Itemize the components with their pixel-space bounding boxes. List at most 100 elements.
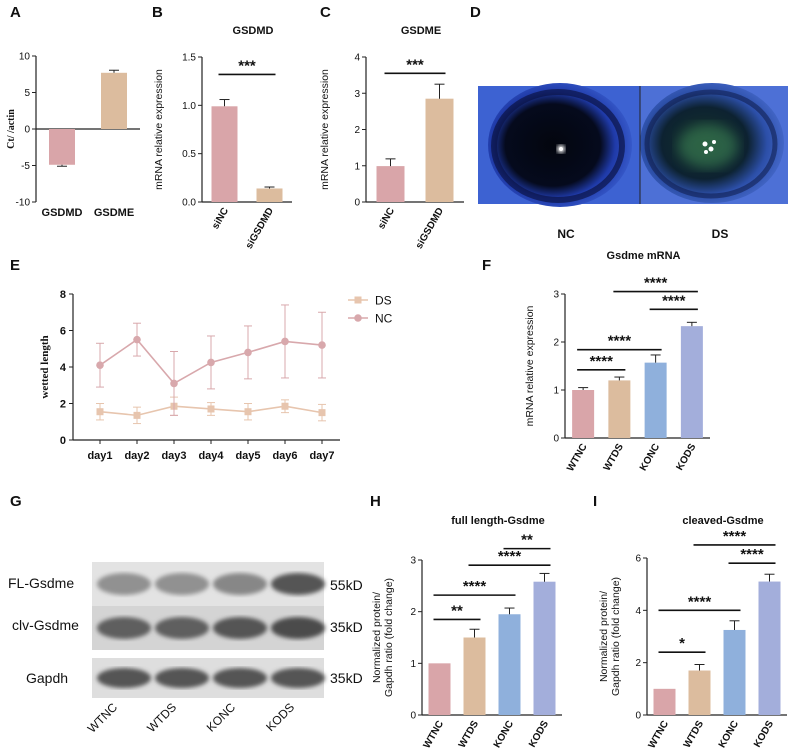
panel-label-e: E: [10, 257, 20, 274]
blot-lane-konc: KONC: [204, 700, 239, 735]
chart-b-y-label: mRNA relative expression: [153, 69, 165, 190]
panel-g-western-blot: FL-Gsdme clv-Gsdme Gapdh 55kD 35kD 35kD …: [8, 562, 363, 736]
chart-e-series-ds-point-0: [96, 408, 104, 416]
chart-b: GSDMD 0.0 0.5 1.0 1.5 mRNA relative expressio…: [153, 25, 292, 251]
chart-c-bar-0: [376, 166, 405, 202]
chart-a-category-0: GSDMD: [42, 207, 83, 219]
chart-i-sig-label-3: ****: [723, 528, 747, 545]
chart-f-bar-0: [572, 390, 595, 438]
panel-label-b: B: [152, 4, 163, 21]
blot-band-row0-lane1: [155, 573, 209, 595]
chart-e-x-tick-label-3: day4: [198, 450, 224, 462]
blot-band-row2-lane1: [155, 668, 209, 688]
chart-c-y-tick-label-1: 1: [354, 161, 360, 172]
chart-e-x-tick-label-1: day2: [124, 450, 149, 462]
blot-band-row0-lane3: [271, 573, 325, 595]
chart-e-series-ds-legend-label: DS: [375, 294, 392, 308]
blot-band-row1-lane3: [271, 617, 325, 639]
panel-d-images: NC DS: [478, 83, 788, 241]
chart-h-category-2: KONC: [492, 719, 516, 748]
chart-i-category-0: WTNC: [647, 719, 672, 748]
chart-f-y-tick-label-2: 2: [553, 338, 559, 349]
chart-e-series-nc-point-3: [207, 358, 215, 367]
chart-e-series-nc-point-0: [96, 361, 104, 369]
blot-band-row2-lane3: [271, 668, 325, 688]
chart-i-y-tick-label-1: 2: [635, 658, 641, 669]
chart-e-series-ds-point-5: [281, 402, 289, 410]
chart-e-x-tick-label-4: day5: [235, 450, 260, 462]
blot-band-row1-lane1: [155, 617, 209, 639]
chart-h-y-label-0: Normalized protein/: [371, 592, 383, 683]
blot-band-row2-lane0: [97, 668, 151, 688]
chart-i-bar-3: [758, 581, 781, 715]
chart-b-y-tick-label-3: 1.5: [182, 53, 196, 64]
eye-image-nc-reflex-core: [559, 147, 563, 151]
chart-i-bar-1: [688, 670, 711, 715]
chart-b-title: GSDMD: [233, 25, 274, 37]
blot-size-clv: 35kD: [330, 619, 363, 635]
chart-f-bar-1: [608, 380, 631, 438]
chart-i-title: cleaved-Gsdme: [682, 515, 763, 527]
blot-size-gapdh: 35kD: [330, 670, 363, 686]
chart-h-y-tick-label-0: 0: [410, 711, 416, 722]
blot-band-row2-lane2: [213, 668, 267, 688]
chart-f-y-label: mRNA relative expression: [524, 305, 536, 426]
chart-h-sig-label-2: ****: [498, 548, 522, 565]
chart-e-y-tick-label-3: 6: [60, 326, 66, 338]
chart-e-series-nc-point-2: [170, 379, 178, 388]
chart-e: 0 2 4 6 8 day1 day2 day3 day4 day5 day6 day7 wetted …: [39, 289, 393, 462]
chart-h: full length-Gsdme 0 1 2 3 Normalized protein/…: [371, 515, 562, 748]
chart-a-y-tick-label-3: 5: [24, 88, 30, 99]
chart-a-y-tick-label-0: -10: [16, 198, 31, 209]
chart-h-y-label-1: Gapdh ratio (fold change): [383, 578, 395, 697]
chart-a-bar-1: [101, 72, 127, 129]
chart-e-x-tick-label-2: day3: [161, 450, 186, 462]
chart-a-y-tick-label-4: 10: [19, 52, 31, 63]
chart-f-bar-2: [644, 362, 667, 438]
eye-label-nc: NC: [557, 227, 575, 241]
panel-label-i: I: [593, 493, 597, 510]
chart-c-y-tick-label-2: 2: [354, 125, 360, 136]
chart-h-sig-label-1: ****: [463, 578, 487, 595]
chart-e-y-tick-label-1: 2: [60, 399, 66, 411]
chart-c: GSDME 0 1 2 3 4 mRNA relative expression siNC si…: [319, 25, 464, 251]
chart-a: -10 -5 0 5 10 Ct/ /actin GSDMD GSDME: [6, 52, 140, 219]
chart-h-category-1: WTDS: [457, 719, 481, 748]
chart-c-category-0: siNC: [376, 206, 397, 231]
chart-e-series-nc-point-6: [318, 341, 326, 349]
chart-e-series-ds-point-3: [207, 405, 215, 413]
chart-i-bar-0: [653, 688, 676, 715]
chart-e-series-ds-point-4: [244, 408, 252, 416]
chart-b-sig-label-0: ***: [238, 57, 256, 74]
chart-h-y-tick-label-1: 1: [410, 659, 416, 670]
chart-h-sig-label-0: **: [451, 602, 463, 619]
chart-f-sig-label-2: ****: [662, 292, 686, 309]
chart-e-x-tick-label-0: day1: [87, 450, 112, 462]
chart-i-sig-label-1: ****: [688, 593, 712, 610]
chart-f-sig-label-1: ****: [608, 333, 632, 350]
chart-e-y-tick-label-4: 8: [60, 289, 66, 301]
panel-label-a: A: [10, 4, 21, 21]
chart-e-y-tick-label-0: 0: [60, 435, 66, 447]
panel-label-h: H: [370, 493, 381, 510]
chart-h-bar-2: [498, 614, 521, 715]
chart-e-x-tick-label-5: day6: [272, 450, 297, 462]
chart-f-y-tick-label-0: 0: [553, 434, 559, 445]
chart-e-series-nc-point-4: [244, 348, 252, 357]
panel-label-g: G: [10, 493, 22, 510]
chart-f-category-3: KODS: [674, 442, 698, 473]
chart-h-category-0: WTNC: [422, 719, 447, 748]
eye-image-ds-reflex-1: [702, 141, 708, 147]
chart-i-sig-label-0: *: [679, 635, 685, 652]
chart-i-y-label-0: Normalized protein/: [598, 591, 610, 682]
blot-size-fl: 55kD: [330, 577, 363, 593]
chart-e-series-nc-point-5: [281, 337, 289, 346]
chart-b-bar-0: [211, 106, 238, 202]
chart-h-bar-0: [428, 663, 451, 715]
chart-h-y-tick-label-3: 3: [410, 556, 416, 567]
blot-lane-kods: KODS: [263, 700, 297, 734]
chart-h-sig-label-3: **: [521, 532, 533, 549]
chart-e-series-nc-legend-label: NC: [375, 312, 393, 326]
chart-c-sig-label-0: ***: [406, 56, 424, 73]
panel-label-c: C: [320, 4, 331, 21]
